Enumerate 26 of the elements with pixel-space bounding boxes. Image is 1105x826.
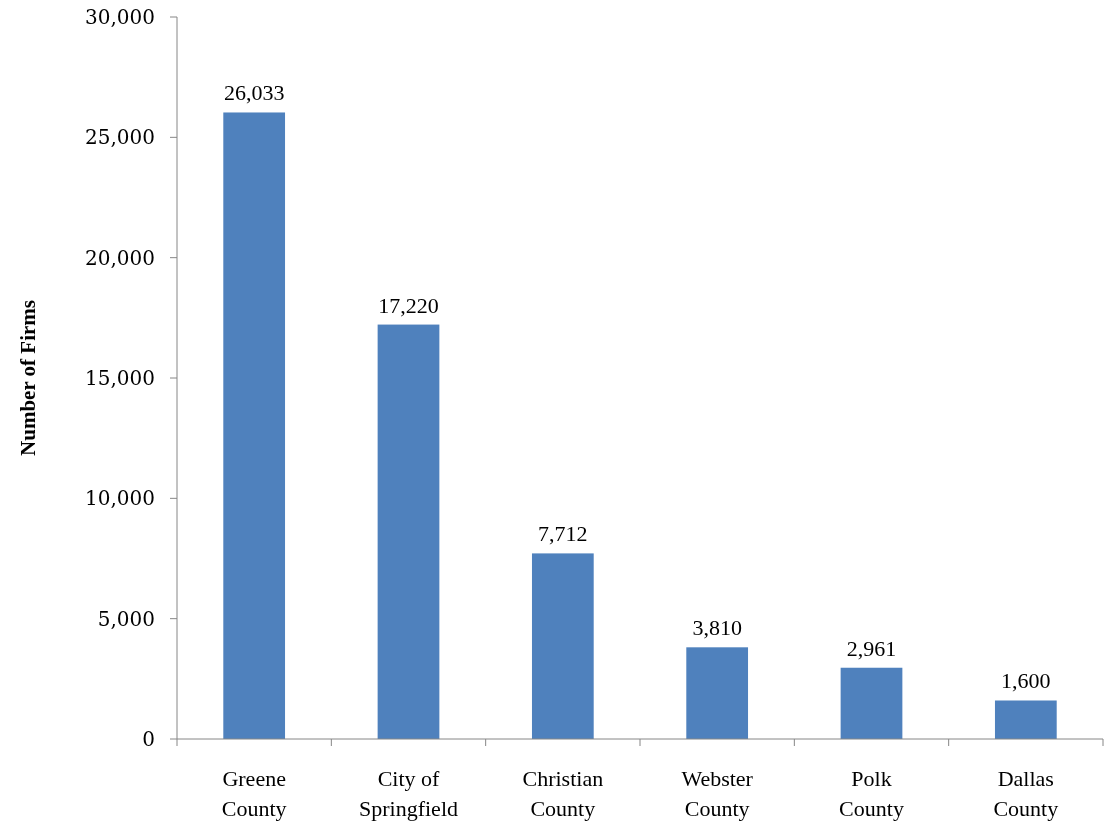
x-tick-label: Polk County (839, 766, 904, 821)
bar (531, 553, 594, 739)
x-tick-label: Dallas County (993, 766, 1059, 821)
data-label: 1,600 (1001, 668, 1051, 694)
y-tick-label: 0 (142, 727, 155, 751)
data-label: 2,961 (846, 635, 897, 661)
y-tick-label: 10,000 (85, 486, 155, 511)
y-tick-label: 15,000 (85, 366, 155, 390)
bar (686, 647, 749, 739)
x-tick-label: Christian County (522, 766, 604, 821)
bar (840, 667, 903, 739)
y-tick-label: 30,000 (85, 5, 155, 29)
bar (377, 324, 440, 739)
y-axis-title: Number of Firms (16, 300, 40, 456)
data-label: 17,220 (378, 292, 439, 318)
bar (994, 700, 1057, 739)
y-tick-label: 5,000 (97, 606, 155, 631)
x-tick-label: City of Springfield (359, 766, 458, 821)
x-tick-label: Greene County (221, 766, 287, 821)
data-label: 3,810 (692, 615, 742, 641)
y-tick-label: 20,000 (85, 245, 155, 270)
y-tick-label: 25,000 (85, 125, 155, 150)
x-tick-label: Webster County (681, 766, 754, 821)
data-label: 26,033 (223, 80, 285, 106)
bar (223, 112, 286, 739)
data-label: 7,712 (538, 521, 588, 547)
